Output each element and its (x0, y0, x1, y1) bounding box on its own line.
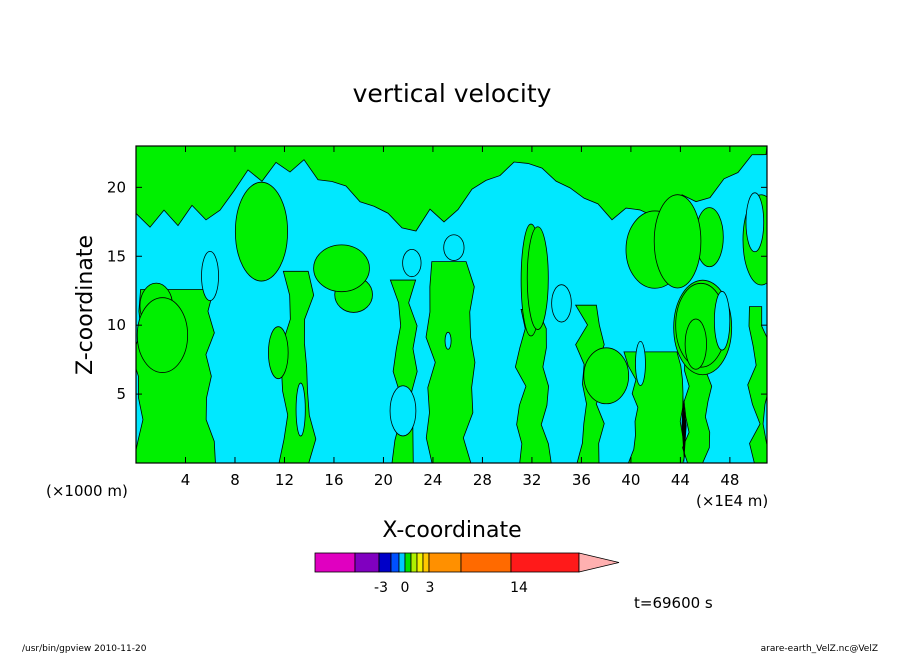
x-tick-label: 24 (423, 471, 442, 489)
positive-velocity-region (684, 318, 707, 370)
positive-velocity-region (278, 270, 317, 463)
colorbar-segment (378, 552, 392, 573)
time-label: t=69600 s (634, 594, 713, 612)
x-tick-label: 36 (572, 471, 591, 489)
x-tick-label: 40 (621, 471, 640, 489)
y-axis-unit-label: (×1000 m) (46, 482, 128, 500)
x-tick-label: 4 (181, 471, 191, 489)
x-tick-label: 20 (374, 471, 393, 489)
negative-velocity-region (389, 385, 417, 437)
x-tick-label: 32 (522, 471, 541, 489)
x-tick-label: 16 (324, 471, 343, 489)
y-tick-label: 10 (107, 316, 126, 334)
y-axis-ticks: 5 10 15 20 (107, 178, 767, 403)
footer-left-text: /usr/bin/gpview 2010-11-20 (22, 644, 147, 654)
colorbar-segment (314, 552, 356, 573)
colorbar-segment (410, 552, 418, 573)
y-tick-label: 5 (116, 385, 126, 403)
positive-velocity-region (653, 194, 702, 289)
y-tick-label: 15 (107, 247, 126, 265)
plot-frame (135, 145, 768, 464)
x-tick-label: 28 (473, 471, 492, 489)
positive-velocity-region (313, 244, 370, 293)
colorbar-segment (510, 552, 580, 573)
velocity-field (135, 145, 768, 464)
positive-velocity-region (136, 146, 767, 232)
positive-velocity-region (268, 326, 289, 380)
colorbar-tick-label: 14 (510, 580, 528, 596)
colorbar-segment (404, 552, 412, 573)
x-tick-label: 12 (275, 471, 294, 489)
x-tick-label: 8 (230, 471, 240, 489)
positive-velocity-region (747, 306, 767, 463)
colorbar-segment (422, 552, 430, 573)
negative-velocity-region (444, 331, 452, 350)
positive-velocity-region (425, 261, 476, 463)
colorbar-tick-label: 3 (426, 580, 435, 596)
colorbar-overflow-arrow (578, 552, 620, 573)
positive-velocity-region (526, 226, 549, 330)
positive-velocity-region (234, 181, 288, 282)
colorbar-segment (390, 552, 400, 573)
x-tick-label: 48 (720, 471, 739, 489)
colorbar-segment (428, 552, 462, 573)
negative-velocity-region (745, 192, 765, 253)
negative-velocity-region (402, 248, 422, 278)
colorbar-tick-label: 0 (401, 580, 410, 596)
negative-velocity-region (551, 284, 572, 323)
x-axis-ticks: 4 8 12 16 20 24 28 32 36 40 44 48 (181, 146, 739, 489)
colorbar (314, 552, 620, 573)
positive-velocity-region (136, 297, 189, 373)
strong-updraft-contour (681, 394, 687, 463)
positive-velocity-region (583, 347, 630, 405)
colorbar-segment (354, 552, 380, 573)
negative-velocity-region (295, 382, 306, 437)
negative-velocity-region (443, 234, 465, 261)
x-axis-label: X-coordinate (382, 518, 521, 543)
y-axis-label: Z-coordinate (73, 235, 98, 375)
negative-velocity-region (713, 291, 731, 351)
footer-right-text: arare-earth_VelZ.nc@VelZ (761, 644, 878, 654)
colorbar-tick-labels: -3 0 3 14 (374, 580, 528, 596)
chart-title: vertical velocity (353, 79, 552, 108)
y-tick-label: 20 (107, 178, 126, 196)
colorbar-segment (416, 552, 424, 573)
colorbar-segment (460, 552, 512, 573)
negative-velocity-region (201, 250, 219, 301)
negative-velocity-region (635, 340, 646, 386)
colorbar-segment (398, 552, 406, 573)
colorbar-tick-label: -3 (374, 580, 388, 596)
x-tick-label: 44 (671, 471, 690, 489)
x-axis-unit-label: (×1E4 m) (696, 492, 768, 510)
